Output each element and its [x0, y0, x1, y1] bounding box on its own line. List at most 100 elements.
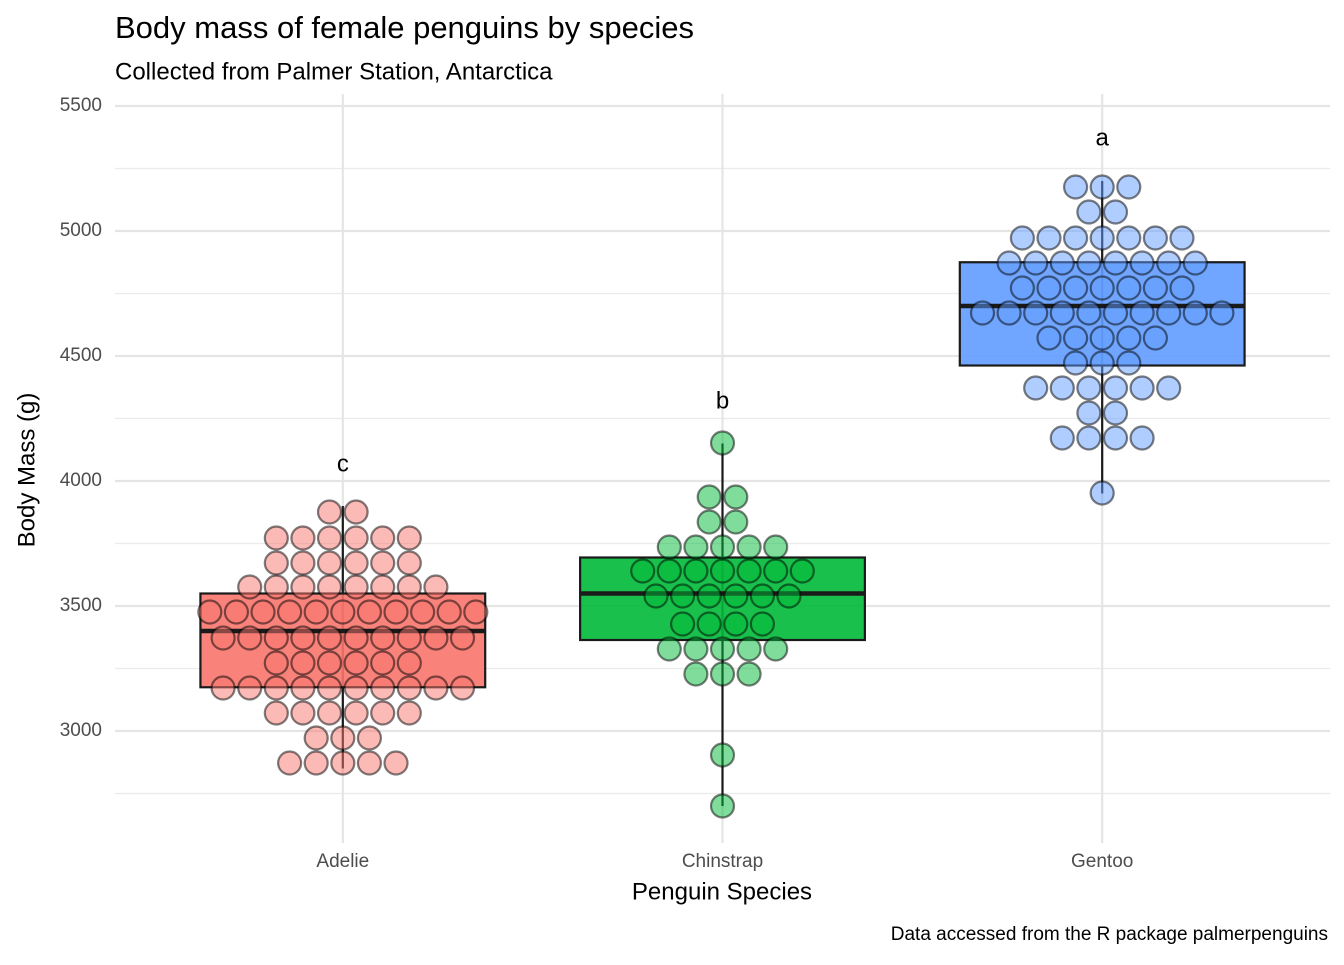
- dot: [1116, 225, 1142, 251]
- dot: [763, 558, 789, 584]
- dot: [669, 611, 696, 637]
- dot: [423, 625, 449, 651]
- dot: [736, 661, 762, 687]
- dot: [277, 750, 303, 776]
- dot: [1129, 300, 1155, 326]
- dot: [1142, 325, 1168, 351]
- dot: [1102, 425, 1129, 451]
- dot: [996, 300, 1022, 326]
- dot: [1169, 225, 1195, 251]
- dot: [1089, 174, 1115, 200]
- dot: [316, 574, 343, 600]
- dot: [290, 574, 316, 600]
- dot: [1076, 250, 1102, 276]
- dot: [1076, 425, 1102, 451]
- dot: [1102, 400, 1129, 426]
- y-tick-label: 4500: [60, 345, 102, 366]
- dot: [709, 793, 736, 819]
- dot: [290, 550, 316, 576]
- dot: [290, 625, 316, 651]
- dot: [683, 558, 709, 584]
- dot: [709, 742, 736, 768]
- dot: [263, 650, 289, 676]
- dot: [370, 675, 396, 701]
- dot: [343, 675, 369, 701]
- dot: [1116, 174, 1142, 200]
- dot: [263, 675, 289, 701]
- dot: [1062, 350, 1089, 376]
- dot: [709, 558, 736, 584]
- dot: [370, 650, 396, 676]
- dot: [1076, 199, 1102, 225]
- dot: [763, 636, 789, 662]
- dot: [696, 484, 722, 510]
- dot: [1062, 325, 1089, 351]
- dot: [1089, 480, 1115, 506]
- dot: [356, 599, 383, 625]
- dot: [237, 625, 263, 651]
- dot: [370, 574, 396, 600]
- dot: [1116, 325, 1142, 351]
- significance-letter: a: [1096, 124, 1110, 151]
- chart-subtitle: Collected from Palmer Station, Antarctic…: [115, 58, 553, 85]
- x-tick-label: Gentoo: [1071, 851, 1133, 872]
- dot: [316, 650, 343, 676]
- dot: [1036, 275, 1062, 301]
- dot: [1089, 275, 1115, 301]
- dot: [370, 550, 396, 576]
- dot: [736, 534, 762, 560]
- dot: [343, 700, 369, 726]
- dot: [696, 583, 722, 609]
- dot: [776, 583, 802, 609]
- dot: [316, 499, 343, 525]
- dot: [1129, 250, 1155, 276]
- x-tick-label: Adelie: [316, 851, 369, 872]
- dot: [370, 525, 396, 551]
- dot: [330, 725, 356, 751]
- caption: Data accessed from the R package palmerp…: [891, 924, 1328, 945]
- dot: [1142, 275, 1168, 301]
- dot: [1023, 250, 1049, 276]
- dot: [1102, 250, 1129, 276]
- dot: [1049, 300, 1075, 326]
- dot: [303, 599, 329, 625]
- dot: [263, 700, 289, 726]
- dot: [1023, 375, 1049, 401]
- dot: [396, 650, 422, 676]
- dot: [197, 599, 223, 625]
- dot: [436, 599, 462, 625]
- dot: [1209, 300, 1235, 326]
- y-tick-label: 5500: [60, 95, 102, 116]
- dot: [370, 700, 396, 726]
- x-tick-label: Chinstrap: [682, 851, 763, 872]
- y-axis-title: Body Mass (g): [13, 393, 40, 548]
- dot: [383, 750, 409, 776]
- dot: [263, 625, 289, 651]
- dot: [749, 583, 776, 609]
- dot: [996, 250, 1022, 276]
- dot: [1076, 375, 1102, 401]
- dot: [696, 611, 722, 637]
- dot: [723, 583, 749, 609]
- dot: [1023, 300, 1049, 326]
- y-tick-label: 4000: [60, 470, 102, 491]
- dot: [683, 661, 709, 687]
- dot: [263, 525, 289, 551]
- dot: [669, 583, 696, 609]
- dot: [463, 599, 489, 625]
- dot: [1076, 300, 1102, 326]
- dot: [330, 599, 356, 625]
- dot: [396, 574, 422, 600]
- dot: [969, 300, 996, 326]
- dot: [1036, 225, 1062, 251]
- dot: [210, 675, 236, 701]
- dot: [449, 675, 476, 701]
- dot: [290, 525, 316, 551]
- dot: [383, 599, 409, 625]
- dot: [1129, 425, 1155, 451]
- dot: [396, 675, 422, 701]
- dot: [1062, 174, 1089, 200]
- dot: [290, 700, 316, 726]
- dot: [709, 430, 736, 456]
